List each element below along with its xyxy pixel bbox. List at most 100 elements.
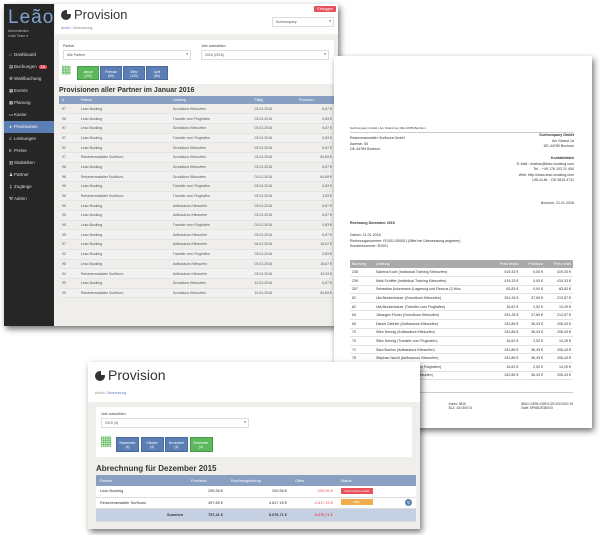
pie-chart-icon <box>61 10 71 20</box>
column-header[interactable]: Status <box>336 475 416 486</box>
table-cell: Daniel Dietrich (Aufbaukurs Kitesurfen) <box>373 319 491 329</box>
table-cell: Leao Booking <box>77 113 170 124</box>
month-button-märz[interactable]: März (100) <box>123 66 145 80</box>
table-row: 238 Sabrina Koch (Individual Training Kit… <box>350 268 573 278</box>
year-select[interactable]: 2016 (2016) <box>201 50 329 60</box>
sidebar-item-kasse[interactable]: ▭Kasse <box>4 109 54 121</box>
table-cell: 03.01.2016 <box>251 171 297 182</box>
month-button-januar[interactable]: Januar (100) <box>77 66 99 80</box>
page-title: Provision <box>95 367 166 383</box>
month-button-april[interactable]: April (60) <box>146 66 168 80</box>
year-select[interactable]: 2015 (4) <box>101 418 249 428</box>
sidebar-item-preise[interactable]: € Preise <box>4 145 54 157</box>
table-row: 96 Leao Booking Grundkurs Kitesurfen 03.01.… <box>59 162 335 173</box>
invoice-meta: Datum: 21.01.2016 Rechnungsnummer: R1001-… <box>350 233 460 250</box>
column-header[interactable]: Fällig <box>251 96 297 104</box>
month-name: September <box>119 441 136 445</box>
sidebar-item-leistungen[interactable]: ≡ Leistungen <box>4 133 54 145</box>
table-row: 62 Uta Beckenbauer (Grundkurs Kitesurfen)… <box>350 293 573 303</box>
invoice-document: Surfcompany GmbH | Am Strand 1a | DE-447… <box>334 56 592 428</box>
month-button-september[interactable]: September (4) <box>116 437 139 452</box>
wrench-icon: ⚒ <box>9 196 14 201</box>
column-header[interactable]: Rechnungsbetrag <box>226 475 291 486</box>
search-icon[interactable]: ⚲ <box>405 499 412 506</box>
column-header[interactable]: Leistung <box>169 96 252 104</box>
section-heading: Provisionen aller Partner im Januar 2016 <box>59 87 195 94</box>
logo: Leão <box>8 7 55 28</box>
table-cell: 92 <box>59 249 78 260</box>
table-cell: 242,86 € <box>490 319 521 329</box>
column-header[interactable]: Preis brutto <box>490 260 521 268</box>
sidebar-item-admin[interactable]: ⚒Admin <box>4 193 54 205</box>
table-cell: Grundkurs Kitesurfen <box>169 152 252 163</box>
table-cell: 99 <box>59 288 78 299</box>
column-header[interactable]: Buchung <box>350 260 374 268</box>
table-cell: 419,33 € <box>490 268 521 278</box>
table-cell: 03.01.2016 <box>251 210 297 221</box>
user-menu[interactable]: Leão Team ▾ <box>8 34 28 38</box>
table-row: 94 Reiseveranstalter Surftours Aufbaukurs … <box>59 268 335 279</box>
status-cell: Offen ⚲ <box>336 497 416 509</box>
user-icon: ♟ <box>9 172 14 177</box>
sidebar-item-planung[interactable]: ▦Planung <box>4 97 54 109</box>
table-cell: 70 <box>350 328 374 338</box>
company-select[interactable]: Surfcompany <box>272 17 334 27</box>
month-button-dezember[interactable]: Dezember (4) <box>189 437 213 452</box>
sidebar-item-wahlbuchung[interactable]: ⚙Wahlbuchung <box>4 73 54 85</box>
table-cell: 43,33 € <box>296 268 335 279</box>
column-header[interactable]: # <box>59 96 78 104</box>
sidebar-item-buchungen[interactable]: ▤Buchungen 16 <box>4 61 54 73</box>
sidebar-item-partner[interactable]: ♟Partner <box>4 169 54 181</box>
column-header[interactable]: Partner <box>96 475 188 486</box>
gear-icon: ⚙ <box>9 76 14 81</box>
sidebar-item-label: Zugänge <box>14 184 32 189</box>
breadcrumb-archiv[interactable]: Archiv <box>61 26 71 30</box>
sidebar-item-provisionen[interactable]: ◕ Provisionen <box>4 121 54 133</box>
table-cell: 03.01.2016 <box>251 123 297 134</box>
column-header[interactable]: Offen <box>290 475 337 486</box>
table-cell: Leao Booking <box>77 229 170 241</box>
login-button[interactable]: Einloggen <box>314 6 336 12</box>
provision-cell: 259,56 € <box>187 486 227 498</box>
chart-icon: ▥ <box>9 160 14 165</box>
table-cell: Leao Booking <box>77 278 170 289</box>
table-cell: 6,67 € <box>296 210 335 221</box>
month-button-februar[interactable]: Februar (60) <box>100 66 122 80</box>
table-cell: 03.01.2016 <box>251 142 297 153</box>
partner-select[interactable]: Alle Partner <box>63 50 191 60</box>
table-cell: 10.01.2016 <box>251 288 297 299</box>
sidebar-item-label: Statistiken <box>14 160 35 165</box>
column-header[interactable]: Provision <box>520 260 546 268</box>
status-badge: Noch nicht bezahlt <box>340 488 373 495</box>
month-button-oktober[interactable]: Oktober (4) <box>140 437 164 452</box>
sum-label: Summen <box>96 508 188 522</box>
breadcrumb-archiv[interactable]: Archiv <box>95 391 105 395</box>
table-cell: Transfer vom Flughafen <box>169 133 252 144</box>
table-cell: Aufbaukurs Kitesurfen <box>169 200 252 212</box>
table-cell: 96 <box>59 191 78 202</box>
table-cell: Leao Booking <box>77 123 170 134</box>
table-cell: 0,83 € <box>296 113 335 124</box>
month-name: Februar <box>105 70 117 74</box>
table-cell: 6,67 € <box>296 229 335 241</box>
table-cell: 36,43 € <box>520 319 546 329</box>
column-header[interactable]: Partner <box>77 96 170 104</box>
column-header[interactable]: Preis netto <box>545 260 573 268</box>
sidebar-item-statistiken[interactable]: ▥Statistiken <box>4 157 54 169</box>
sidebar-item-events[interactable]: ▦Events <box>4 85 54 97</box>
column-header[interactable]: Provision <box>296 96 335 104</box>
sidebar-item-label: Partner <box>14 172 29 177</box>
table-cell: 36,43 € <box>520 353 546 364</box>
sidebar-item-dashboard[interactable]: ⌂ Dashboard <box>4 49 54 61</box>
breadcrumb-abrechnung[interactable]: Abrechnung <box>107 391 127 395</box>
table-cell: 10.01.2016 <box>251 278 297 289</box>
table-cell: Aufbaukurs Kitesurfen <box>169 239 252 250</box>
column-header[interactable]: Provision <box>187 475 227 486</box>
breadcrumb-abrechnung: Abrechnung <box>73 26 93 30</box>
address-line: Am Strand 1a <box>552 138 574 143</box>
sidebar-item-zugänge[interactable]: ⚷ Zugänge <box>4 181 54 193</box>
bank-line: Konto: 0815 <box>448 401 466 406</box>
page-title-text: Provision <box>74 7 128 22</box>
month-button-november[interactable]: November (4) <box>165 437 188 452</box>
column-header[interactable]: Leistung <box>373 260 491 268</box>
